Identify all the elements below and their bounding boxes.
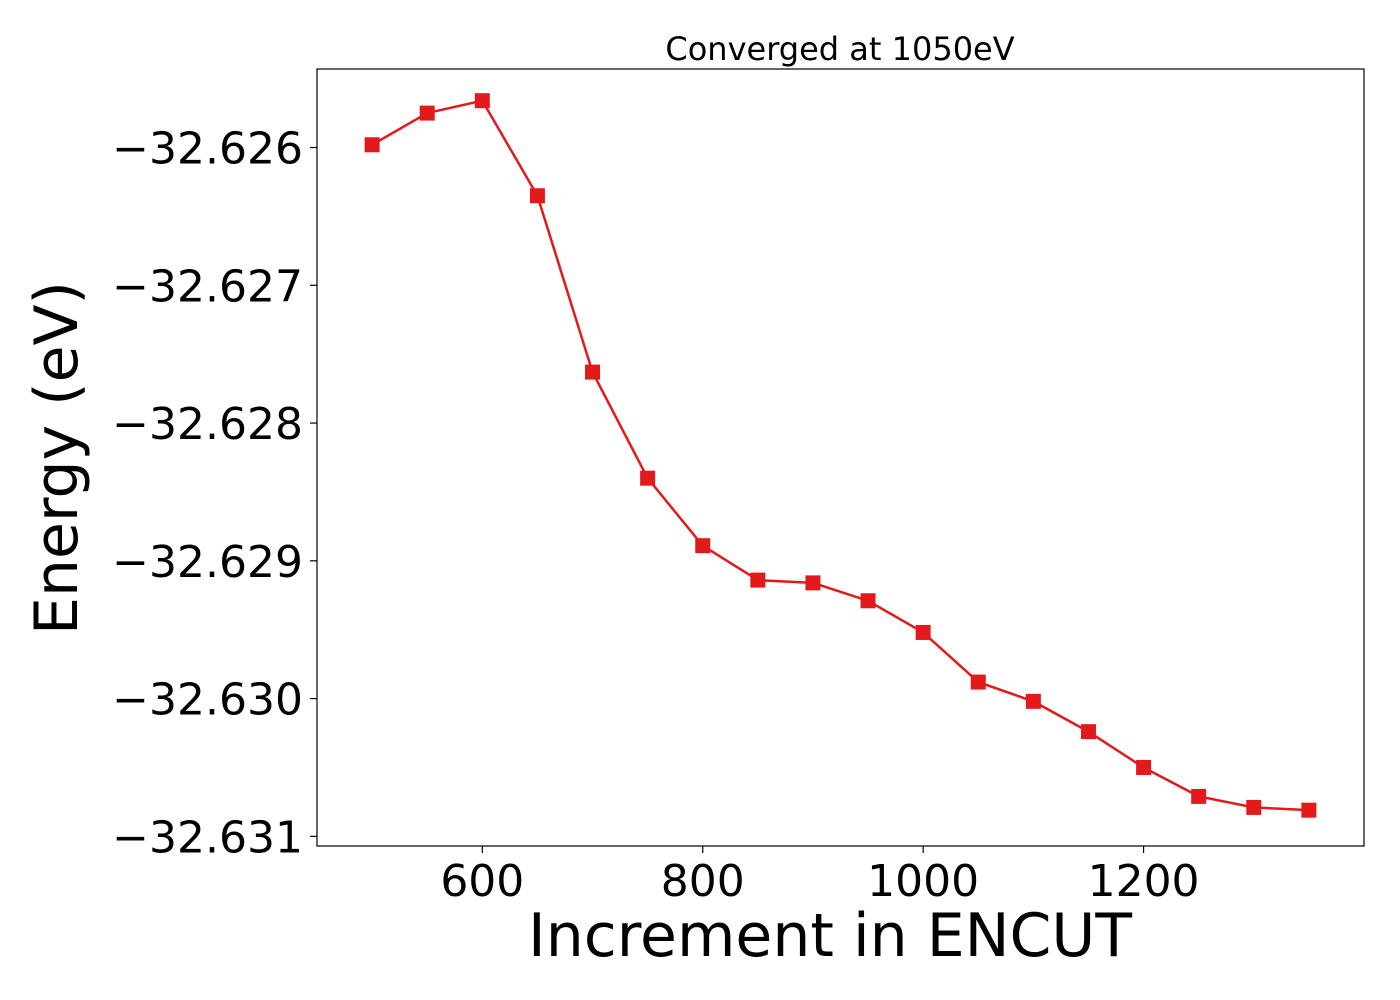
y-tick-label: −32.626 (112, 124, 303, 175)
data-point (695, 538, 711, 554)
data-point (915, 624, 931, 640)
data-point (805, 575, 821, 591)
data-point (750, 572, 766, 588)
data-point (529, 188, 545, 204)
series-line (371, 99, 1309, 812)
data-point (1080, 724, 1096, 740)
y-tick-label: −32.631 (112, 812, 303, 863)
y-tick-label: −32.630 (112, 675, 303, 726)
y-axis: −32.626 −32.627 −32.628 −32.629 −32.630 −32.6… (112, 124, 317, 863)
plot-frame (316, 68, 1365, 847)
chart-title: Converged at 1050eV (665, 30, 1014, 68)
data-point (419, 105, 435, 121)
y-tick-label: −32.628 (112, 399, 303, 450)
y-tick-label: −32.627 (112, 261, 303, 312)
x-tick-label: 600 (440, 856, 524, 907)
data-point (860, 593, 876, 609)
data-point (640, 470, 656, 486)
x-tick-label: 1000 (867, 856, 979, 907)
data-point (1191, 788, 1207, 804)
data-point (970, 674, 986, 690)
data-point (585, 364, 601, 380)
data-point (1301, 802, 1317, 818)
data-point (1025, 693, 1041, 709)
x-axis: 600 800 1000 1200 (440, 846, 1200, 907)
data-point (1136, 759, 1152, 775)
x-tick-label: 800 (661, 856, 745, 907)
data-point (364, 137, 380, 153)
data-point (474, 93, 490, 109)
y-axis-title: Energy (eV) (22, 281, 92, 635)
y-tick-label: −32.629 (112, 537, 303, 588)
x-tick-label: 1200 (1088, 856, 1200, 907)
data-point (1246, 799, 1262, 815)
x-axis-title: Increment in ENCUT (528, 901, 1132, 971)
plot-area (364, 93, 1317, 818)
